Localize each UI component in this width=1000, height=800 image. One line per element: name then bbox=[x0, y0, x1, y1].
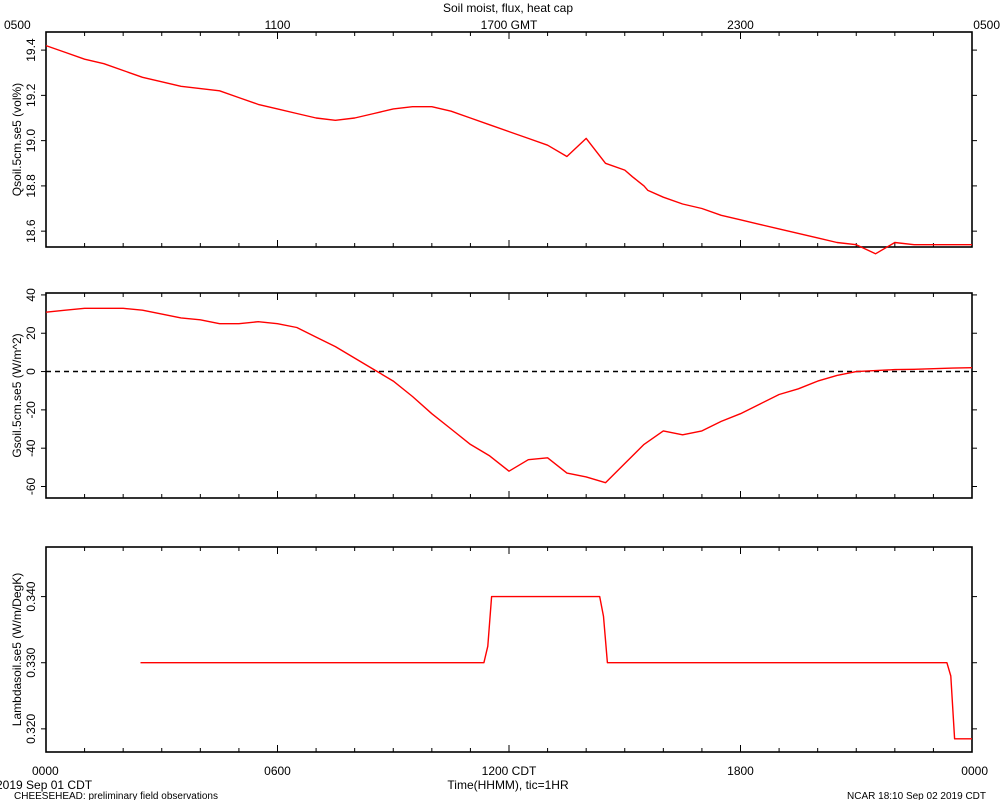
footer-left: CHEESEHEAD: preliminary field observatio… bbox=[14, 791, 218, 800]
panel-frame bbox=[45, 292, 973, 499]
x-axis-label: Time(HHMM), tic=1HR bbox=[447, 778, 569, 792]
bottom-tick-label: 0600 bbox=[264, 764, 291, 778]
series-line bbox=[45, 307, 973, 484]
y-tick-label: 0.330 bbox=[24, 647, 38, 677]
y-axis-label: Qsoil.5cm.se5 (vol%) bbox=[10, 83, 24, 196]
bottom-tick-label: 0000 bbox=[32, 764, 59, 778]
y-tick-label: 19.4 bbox=[24, 38, 38, 62]
y-tick-label: 20 bbox=[24, 326, 38, 340]
y-tick-label: 0.320 bbox=[24, 714, 38, 744]
y-axis-label: Gsoil.5cm.se5 (W/m^2) bbox=[10, 333, 24, 457]
top-tick-label: 1700 GMT bbox=[481, 18, 538, 32]
series-line bbox=[45, 44, 972, 255]
y-tick-label: 19.0 bbox=[24, 129, 38, 153]
y-tick-label: 0 bbox=[24, 368, 38, 375]
top-tick-label: 0500 bbox=[4, 18, 31, 32]
chart-panels: 18.6 18.8 19.0 19.2 19.4 Qsoil.5cm.se5 (vol%)… bbox=[10, 31, 977, 753]
bottom-tick-label: 1200 CDT bbox=[482, 764, 537, 778]
panel-1: 18.6 18.8 19.0 19.2 19.4 Qsoil.5cm.se5 (vol%) bbox=[10, 31, 977, 255]
y-tick-label: -20 bbox=[24, 401, 38, 419]
footer-right: NCAR 18:10 Sep 02 2019 CDT bbox=[847, 791, 986, 800]
y-tick-label: -40 bbox=[24, 439, 38, 457]
top-axis-labels: 0500 1100 1700 GMT 2300 0500 bbox=[4, 18, 1000, 32]
y-axis-label: Lambdasoil.se5 (W/m/DegK) bbox=[10, 573, 24, 726]
y-tick-label: 18.6 bbox=[24, 219, 38, 243]
y-tick-label: 0.340 bbox=[24, 581, 38, 611]
y-tick-label: -60 bbox=[24, 478, 38, 496]
bottom-tick-label: 1800 bbox=[727, 764, 754, 778]
y-tick-label: 19.2 bbox=[24, 83, 38, 107]
y-tick-label: 18.8 bbox=[24, 174, 38, 198]
top-tick-label: 2300 bbox=[727, 18, 754, 32]
bottom-axis-labels: 0000 0600 1200 CDT 1800 0000 bbox=[32, 764, 988, 778]
top-tick-label: 0500 bbox=[973, 18, 1000, 32]
top-tick-label: 1100 bbox=[265, 18, 291, 32]
panel-frame bbox=[45, 31, 973, 248]
panel-frame bbox=[45, 546, 973, 753]
y-tick-label: 40 bbox=[24, 288, 38, 302]
series-line bbox=[140, 595, 972, 740]
bottom-tick-label: 0000 bbox=[961, 764, 988, 778]
chart-title: Soil moist, flux, heat cap bbox=[443, 1, 573, 15]
panel-2: -60 -40 -20 0 20 40 Gsoil.5cm.se5 (W/m^2) bbox=[10, 288, 977, 499]
date-label: 2019 Sep 01 CDT bbox=[0, 778, 93, 792]
